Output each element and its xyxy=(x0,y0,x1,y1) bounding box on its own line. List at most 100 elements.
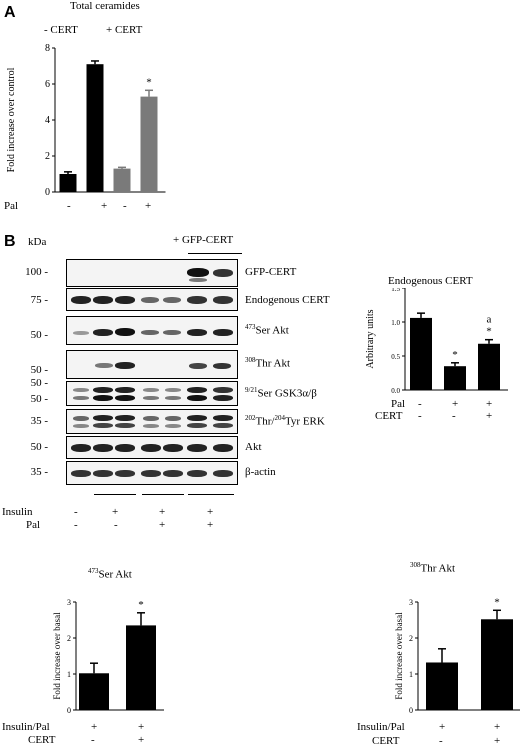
chart-473-ser-akt: 0 1 2 3 Fold increase over basal * xyxy=(52,598,164,715)
blot-label-text: Ser Akt xyxy=(255,324,289,337)
y-tick-label: 0.0 xyxy=(391,387,400,395)
blot-308-thr-akt xyxy=(66,350,238,379)
pal-sign: - xyxy=(114,519,118,531)
panel-a-title: Total ceramides xyxy=(70,0,140,12)
blot-label: 202Thr/204Tyr ERK xyxy=(245,414,325,428)
bar xyxy=(410,317,432,390)
pal-sign: + xyxy=(159,519,166,531)
blot-label-text: GFP-CERT xyxy=(245,266,297,278)
panel-a-pal-sign: - xyxy=(67,200,71,212)
blot-gsk3 xyxy=(66,381,238,406)
y-axis-label: Fold increase over basal xyxy=(394,612,404,700)
condition-sign: + xyxy=(452,398,459,410)
blot-label: 9/21Ser GSK3α/β xyxy=(245,386,317,400)
blot-akt xyxy=(66,436,238,459)
panel-a-pal-label: Pal xyxy=(4,200,19,212)
bar xyxy=(140,96,158,192)
blot-label-text: Akt xyxy=(245,441,262,453)
bar xyxy=(86,64,104,192)
significance-marker: * xyxy=(146,76,152,88)
blot-473-ser-akt xyxy=(66,316,238,345)
bar xyxy=(79,673,109,710)
panel-a-pal-sign: + xyxy=(145,200,152,212)
condition-sign: + xyxy=(494,721,501,733)
bar xyxy=(59,174,77,192)
condition-sign: - xyxy=(418,398,422,410)
y-tick-label: 2 xyxy=(45,151,50,162)
mw-marker: 50 - xyxy=(30,441,48,453)
blot-label-text: Thr Akt xyxy=(255,357,291,370)
y-tick-label: 0 xyxy=(45,187,50,198)
condition-sign: - xyxy=(452,410,456,422)
blot-label: Endogenous CERT xyxy=(245,294,330,306)
kda-label: kDa xyxy=(28,236,47,248)
insulin-label: Insulin xyxy=(2,506,33,518)
mw-marker: 50 - xyxy=(30,364,48,376)
panel-a-group-minus: - CERT xyxy=(44,24,78,36)
lane-group-line xyxy=(94,494,136,495)
blot-label: 473Ser Akt xyxy=(245,323,289,337)
condition-sign: + xyxy=(91,721,98,733)
y-axis-label: Arbitrary units xyxy=(365,309,376,368)
chart-308-title-text: Thr Akt xyxy=(420,562,456,575)
chart-c-row-label: CERT xyxy=(28,734,56,746)
bar xyxy=(113,168,131,192)
y-tick-label: 2 xyxy=(409,634,413,643)
bar xyxy=(478,343,500,390)
chart-308-title-sup: 308 xyxy=(410,561,421,569)
blot-label-sup: 308 xyxy=(245,356,256,364)
chart-d-row-label: CERT xyxy=(372,735,400,747)
chart-473-title-sup: 473 xyxy=(88,567,99,575)
lane-group-line xyxy=(188,494,234,495)
mw-marker: 50 - xyxy=(30,329,48,341)
pal-label: Pal xyxy=(26,519,41,531)
blot-label-mid: Thr/ xyxy=(255,415,275,428)
mw-marker: 75 - xyxy=(30,294,48,306)
pal-sign: - xyxy=(74,519,78,531)
mw-marker: 100 - xyxy=(25,266,48,278)
insulin-sign: - xyxy=(74,506,78,518)
blot-erk xyxy=(66,409,238,434)
y-tick-label: 3 xyxy=(409,598,413,607)
condition-sign: + xyxy=(138,734,145,746)
mw-marker: 50 - xyxy=(30,393,48,405)
gfp-cert-bracket xyxy=(188,253,242,254)
bar xyxy=(481,619,513,710)
gfp-cert-header: + GFP-CERT xyxy=(173,234,234,246)
blot-label: GFP-CERT xyxy=(245,266,296,278)
panel-a-letter: A xyxy=(4,4,16,21)
blot-label-text: β-actin xyxy=(245,466,276,478)
blot-label: β-actin xyxy=(245,466,276,478)
y-tick-label: 0 xyxy=(409,706,413,715)
blot-label-sup: 202 xyxy=(245,414,256,422)
y-axis-label: Fold increase over control xyxy=(6,67,17,172)
lane-group-line xyxy=(142,494,184,495)
blot-label-text: Tyr ERK xyxy=(284,415,325,428)
significance-marker: a xyxy=(487,314,492,326)
chart-473-title: 473Ser Akt xyxy=(88,567,132,581)
y-tick-label: 0 xyxy=(67,706,71,715)
chart-b-row-label: CERT xyxy=(375,410,403,422)
significance-marker: * xyxy=(452,349,458,361)
y-tick-label: 1.5 xyxy=(391,288,400,293)
blot-label-text: Endogenous CERT xyxy=(245,294,330,306)
chart-473-title-text: Ser Akt xyxy=(98,568,132,581)
insulin-sign: + xyxy=(112,506,119,518)
pal-sign: + xyxy=(207,519,214,531)
blot-label-sup: 9/21 xyxy=(245,386,258,394)
bar xyxy=(126,625,156,710)
insulin-sign: + xyxy=(207,506,214,518)
y-tick-label: 2 xyxy=(67,634,71,643)
blot-label-sup: 473 xyxy=(245,323,256,331)
chart-308-thr-akt: 0 1 2 3 Fold increase over basal * xyxy=(394,596,520,715)
panel-a-group-plus: + CERT xyxy=(106,24,143,36)
bar xyxy=(426,662,458,710)
y-tick-label: 0.5 xyxy=(391,353,400,361)
chart-total-ceramides: 0 2 4 6 8 Fold increase over control * xyxy=(6,43,166,198)
y-tick-label: 6 xyxy=(45,79,50,90)
condition-sign: - xyxy=(91,734,95,746)
blot-label: Akt xyxy=(245,441,262,453)
significance-marker: * xyxy=(486,326,492,338)
chart-308-title: 308Thr Akt xyxy=(410,561,455,575)
